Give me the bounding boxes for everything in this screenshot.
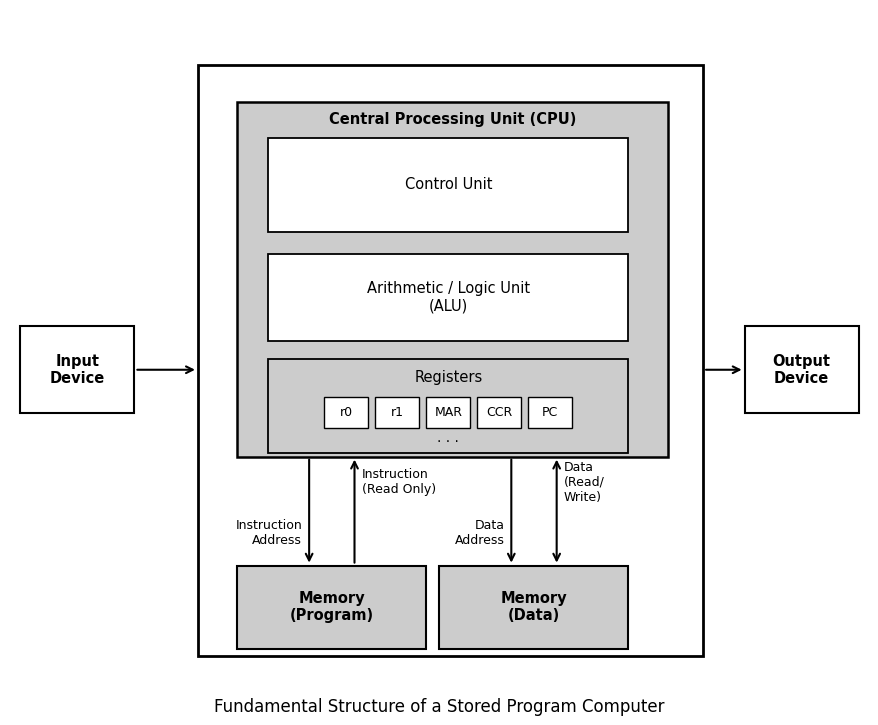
Text: Registers: Registers: [414, 370, 482, 385]
Text: Output
Device: Output Device: [772, 354, 830, 386]
Bar: [477, 397, 521, 428]
Text: Arithmetic / Logic Unit
(ALU): Arithmetic / Logic Unit (ALU): [366, 281, 529, 313]
Bar: [375, 397, 419, 428]
Text: Data
(Read/
Write): Data (Read/ Write): [563, 460, 604, 504]
Text: Data
Address: Data Address: [454, 519, 504, 547]
Text: . . .: . . .: [437, 431, 458, 445]
Bar: [237, 566, 426, 649]
Text: Central Processing Unit (CPU): Central Processing Unit (CPU): [328, 112, 576, 128]
Bar: [324, 397, 368, 428]
Bar: [744, 326, 858, 413]
Bar: [528, 397, 572, 428]
Text: Input
Device: Input Device: [50, 354, 104, 386]
Text: Instruction
Address: Instruction Address: [235, 519, 302, 547]
Text: PC: PC: [542, 406, 558, 419]
Text: Memory
(Program): Memory (Program): [290, 591, 373, 624]
Text: r1: r1: [391, 406, 403, 419]
Text: Fundamental Structure of a Stored Program Computer: Fundamental Structure of a Stored Progra…: [214, 698, 664, 716]
Bar: [426, 397, 470, 428]
Bar: [20, 326, 134, 413]
Bar: [268, 254, 628, 341]
Bar: [268, 359, 628, 453]
Bar: [198, 65, 702, 656]
Text: MAR: MAR: [434, 406, 462, 419]
Bar: [268, 138, 628, 232]
Text: r0: r0: [340, 406, 352, 419]
Text: CCR: CCR: [486, 406, 512, 419]
Bar: [237, 102, 667, 457]
Text: Memory
(Data): Memory (Data): [500, 591, 566, 624]
Text: Instruction
(Read Only): Instruction (Read Only): [361, 468, 435, 496]
Text: Control Unit: Control Unit: [404, 178, 492, 192]
Bar: [439, 566, 628, 649]
